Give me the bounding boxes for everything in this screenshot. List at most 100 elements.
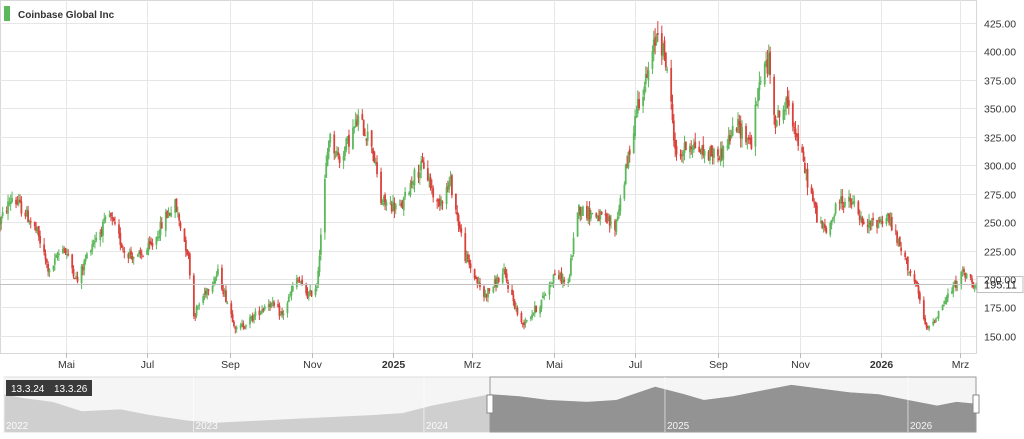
candle[interactable]	[390, 200, 393, 214]
candle[interactable]	[56, 251, 59, 261]
candle[interactable]	[203, 287, 206, 301]
candle[interactable]	[297, 277, 300, 283]
candle[interactable]	[869, 220, 872, 231]
candle[interactable]	[448, 176, 451, 194]
candle[interactable]	[253, 314, 255, 324]
candle[interactable]	[773, 74, 776, 125]
candle[interactable]	[623, 181, 626, 202]
candle[interactable]	[777, 105, 780, 118]
candle[interactable]	[972, 281, 975, 290]
candle[interactable]	[374, 157, 377, 166]
candle[interactable]	[176, 206, 179, 218]
candle[interactable]	[726, 139, 729, 151]
candle[interactable]	[282, 310, 285, 320]
candle[interactable]	[270, 302, 273, 309]
candle[interactable]	[73, 277, 76, 280]
candle[interactable]	[955, 275, 957, 292]
candle[interactable]	[251, 312, 254, 323]
candle[interactable]	[319, 228, 322, 261]
candle[interactable]	[148, 236, 151, 250]
candle[interactable]	[793, 122, 796, 135]
candle[interactable]	[825, 225, 828, 235]
candle[interactable]	[348, 129, 350, 154]
candle[interactable]	[964, 272, 967, 282]
candle[interactable]	[569, 254, 572, 277]
candle[interactable]	[174, 198, 177, 219]
candle[interactable]	[769, 46, 772, 84]
candle[interactable]	[418, 164, 421, 185]
candle[interactable]	[540, 299, 543, 312]
candle[interactable]	[709, 146, 711, 165]
candle[interactable]	[336, 145, 338, 157]
candle[interactable]	[184, 236, 187, 258]
candle[interactable]	[596, 214, 599, 222]
candle[interactable]	[932, 317, 935, 327]
candle[interactable]	[767, 44, 770, 76]
candle[interactable]	[346, 136, 349, 145]
candle[interactable]	[683, 135, 686, 161]
candle[interactable]	[862, 218, 865, 225]
candle[interactable]	[9, 194, 12, 211]
candle[interactable]	[76, 271, 79, 284]
candle[interactable]	[39, 230, 42, 249]
candle[interactable]	[426, 160, 429, 182]
candle[interactable]	[524, 317, 527, 328]
candle[interactable]	[504, 266, 507, 278]
candle[interactable]	[512, 290, 515, 306]
candle[interactable]	[91, 239, 94, 255]
candle[interactable]	[473, 268, 476, 281]
candle[interactable]	[61, 245, 64, 255]
candle[interactable]	[25, 206, 28, 217]
candle[interactable]	[384, 192, 386, 211]
candle[interactable]	[953, 280, 956, 288]
candle[interactable]	[735, 127, 738, 133]
candle[interactable]	[652, 30, 655, 62]
candle[interactable]	[179, 220, 182, 232]
candle[interactable]	[188, 251, 191, 280]
candle[interactable]	[766, 50, 769, 78]
candle[interactable]	[108, 210, 111, 218]
candle[interactable]	[131, 252, 134, 264]
candle[interactable]	[642, 89, 644, 114]
candle[interactable]	[810, 184, 813, 194]
candle[interactable]	[118, 219, 120, 239]
candle[interactable]	[53, 253, 56, 271]
candle[interactable]	[682, 149, 685, 164]
candle[interactable]	[128, 248, 131, 259]
candle[interactable]	[507, 279, 509, 293]
candle[interactable]	[607, 213, 610, 222]
candle[interactable]	[960, 270, 963, 290]
candle[interactable]	[872, 212, 874, 226]
candle[interactable]	[429, 173, 432, 191]
candle[interactable]	[333, 130, 336, 160]
candle[interactable]	[206, 288, 209, 300]
candle[interactable]	[690, 140, 693, 155]
candle[interactable]	[675, 139, 678, 161]
candle[interactable]	[366, 123, 369, 146]
candle[interactable]	[372, 147, 374, 162]
candle[interactable]	[560, 267, 563, 285]
candle[interactable]	[908, 271, 911, 276]
candle[interactable]	[207, 288, 210, 296]
candle[interactable]	[464, 227, 467, 264]
candle[interactable]	[438, 194, 441, 211]
candle[interactable]	[437, 198, 440, 208]
candle[interactable]	[896, 230, 899, 246]
candle[interactable]	[834, 202, 837, 216]
candle[interactable]	[223, 288, 226, 298]
candle[interactable]	[956, 280, 959, 292]
candle[interactable]	[156, 230, 159, 242]
candle[interactable]	[576, 212, 579, 237]
candle[interactable]	[142, 255, 144, 258]
candle[interactable]	[95, 231, 98, 243]
candle[interactable]	[495, 275, 497, 292]
candle[interactable]	[186, 249, 189, 257]
candle[interactable]	[821, 220, 824, 230]
candle[interactable]	[747, 134, 750, 145]
candle[interactable]	[239, 322, 242, 331]
candle[interactable]	[277, 299, 279, 308]
candle[interactable]	[674, 132, 677, 158]
candle[interactable]	[114, 216, 116, 226]
candle[interactable]	[409, 179, 412, 198]
candle[interactable]	[65, 248, 68, 259]
